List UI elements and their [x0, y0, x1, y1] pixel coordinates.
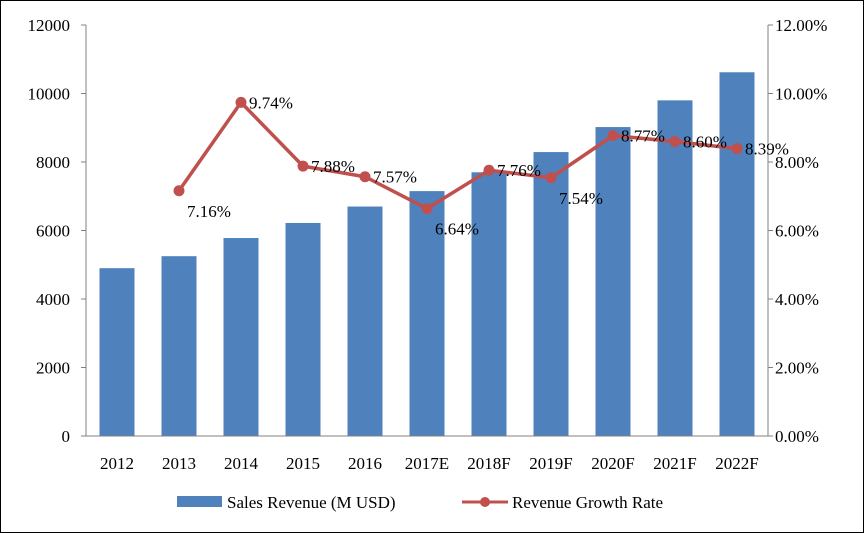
- legend-label-sales: Sales Revenue (M USD): [227, 493, 396, 512]
- bar-2017e: [409, 191, 445, 436]
- growth-label-2014: 9.74%: [249, 93, 293, 112]
- growth-point-2022f: [731, 143, 743, 155]
- axes-layer: 0 2000 4000 6000 8000 10000 12000 0.00% 2.00% 4.0…: [28, 16, 828, 473]
- x-tick-label-2013: 2013: [162, 454, 196, 473]
- y-left-tick-label: 0: [62, 427, 71, 446]
- legend-swatch-sales: [177, 496, 222, 507]
- growth-point-2016: [359, 171, 371, 183]
- growth-rate-line: [177, 100, 738, 211]
- growth-label-2016: 7.57%: [373, 168, 417, 187]
- bar-2022f: [719, 72, 755, 436]
- growth-label-2013: 7.16%: [187, 202, 231, 221]
- growth-label-2015: 7.88%: [311, 157, 355, 176]
- y-right-tick-label: 6.00%: [775, 222, 819, 241]
- y-right-tick-label: 0.00%: [775, 427, 819, 446]
- growth-point-2017e: [421, 203, 433, 215]
- bar-2018f: [471, 172, 507, 436]
- growth-label-2020f: 8.77%: [621, 127, 665, 146]
- growth-label-2018f: 7.76%: [497, 161, 541, 180]
- x-tick-label-2014: 2014: [224, 454, 259, 473]
- x-tick-label-2018f: 2018F: [467, 454, 510, 473]
- growth-point-2015: [297, 160, 309, 172]
- y-right-tick-label: 8.00%: [775, 153, 819, 172]
- bar-2019f: [533, 152, 569, 436]
- x-tick-label-2021f: 2021F: [653, 454, 696, 473]
- x-tick-label-2020f: 2020F: [591, 454, 634, 473]
- growth-point-2014: [235, 96, 247, 108]
- y-left-tick-label: 4000: [36, 290, 70, 309]
- y-right-tick-label: 2.00%: [775, 359, 819, 378]
- y-left-tick-label: 6000: [36, 222, 70, 241]
- x-tick-label-2015: 2015: [286, 454, 320, 473]
- y-right-tick-label: 10.00%: [775, 85, 827, 104]
- y-right-tick-label: 12.00%: [775, 16, 827, 35]
- bar-2013: [161, 256, 197, 436]
- legend-swatch-growth-marker: [480, 497, 490, 507]
- data-labels-layer: 7.16% 9.74% 7.88% 7.57% 6.64% 7.76% 7.54% 8.77%…: [187, 93, 789, 238]
- x-tick-label-2016: 2016: [348, 454, 382, 473]
- bar-2015: [285, 222, 321, 436]
- growth-line-layer: [173, 96, 743, 215]
- y-right-tick-label: 4.00%: [775, 290, 819, 309]
- x-tick-label-2022f: 2022F: [715, 454, 758, 473]
- y-left-tick-label: 12000: [28, 16, 71, 35]
- bar-2021f: [657, 100, 693, 436]
- bar-2016: [347, 206, 383, 436]
- growth-point-2013: [173, 185, 185, 197]
- growth-point-2020f: [607, 130, 619, 142]
- growth-point-2018f: [483, 164, 495, 176]
- bar-2012: [99, 268, 135, 436]
- bars-layer: [99, 72, 755, 436]
- growth-point-2019f: [545, 172, 557, 184]
- x-tick-label-2012: 2012: [100, 454, 134, 473]
- growth-point-2021f: [669, 135, 681, 147]
- x-tick-label-2019f: 2019F: [529, 454, 572, 473]
- bar-2020f: [595, 127, 631, 436]
- growth-label-2022f: 8.39%: [745, 140, 789, 159]
- legend: Sales Revenue (M USD) Revenue Growth Rat…: [177, 493, 663, 512]
- x-tick-label-2017e: 2017E: [405, 454, 449, 473]
- growth-label-2017e: 6.64%: [435, 220, 479, 239]
- y-left-tick-label: 8000: [36, 153, 70, 172]
- y-left-tick-label: 10000: [28, 85, 71, 104]
- growth-label-2021f: 8.60%: [683, 132, 727, 151]
- bar-2014: [223, 238, 259, 436]
- y-left-tick-label: 2000: [36, 359, 70, 378]
- growth-label-2019f: 7.54%: [559, 189, 603, 208]
- legend-label-growth: Revenue Growth Rate: [512, 493, 663, 512]
